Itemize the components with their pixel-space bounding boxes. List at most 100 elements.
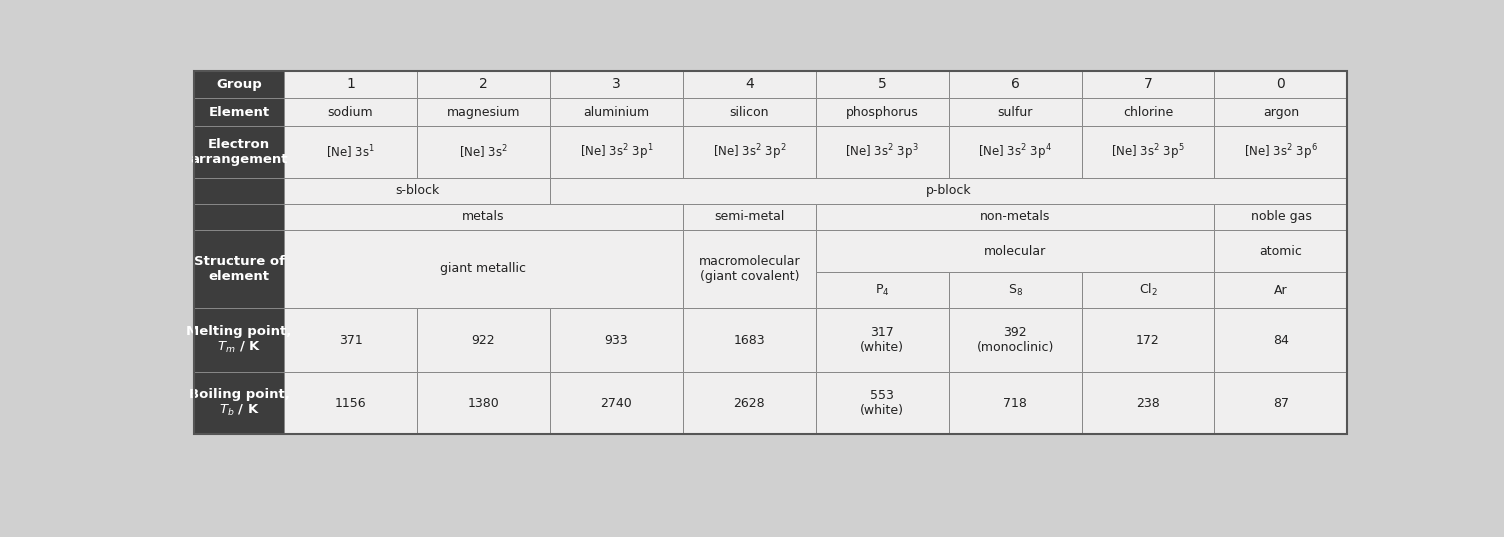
Text: 2: 2 [480, 77, 487, 91]
Bar [284, 204, 683, 230]
Bar [550, 178, 1348, 204]
Text: sulfur: sulfur [997, 106, 1033, 119]
Text: 84: 84 [1272, 333, 1289, 346]
Text: s-block: s-block [396, 184, 439, 197]
Bar [949, 98, 1081, 126]
Text: 933: 933 [605, 333, 629, 346]
Text: 0: 0 [1277, 77, 1286, 91]
Bar [550, 126, 683, 178]
Bar [1081, 308, 1215, 373]
Text: aluminium: aluminium [584, 106, 650, 119]
Text: 87: 87 [1272, 397, 1289, 410]
Bar [949, 70, 1081, 98]
Text: 1: 1 [346, 77, 355, 91]
Bar [194, 70, 284, 98]
Bar [815, 204, 1215, 230]
Text: [Ne] 3s$^2$ 3p$^6$: [Ne] 3s$^2$ 3p$^6$ [1244, 142, 1318, 162]
Bar [683, 70, 815, 98]
Text: 1380: 1380 [468, 397, 499, 410]
Text: 4: 4 [744, 77, 754, 91]
Text: p-block: p-block [926, 184, 972, 197]
Text: 2740: 2740 [600, 397, 632, 410]
Text: 5: 5 [878, 77, 886, 91]
Bar [1215, 308, 1348, 373]
Bar [284, 308, 417, 373]
Text: 553
(white): 553 (white) [860, 389, 904, 417]
Bar [1081, 70, 1215, 98]
Bar [1215, 70, 1348, 98]
Bar [284, 230, 683, 308]
Bar [194, 204, 284, 230]
Bar [284, 70, 417, 98]
Bar [417, 308, 550, 373]
Bar [815, 98, 949, 126]
Text: 392
(monoclinic): 392 (monoclinic) [976, 326, 1054, 354]
Text: Cl$_2$: Cl$_2$ [1139, 282, 1158, 298]
Bar [417, 373, 550, 434]
Bar [284, 373, 417, 434]
Text: argon: argon [1263, 106, 1299, 119]
Text: 371: 371 [338, 333, 362, 346]
Bar [1215, 126, 1348, 178]
Bar [815, 272, 949, 308]
Bar [1081, 272, 1215, 308]
Bar [683, 204, 815, 230]
Bar [1081, 373, 1215, 434]
Bar [194, 308, 284, 373]
Text: [Ne] 3s$^2$ 3p$^1$: [Ne] 3s$^2$ 3p$^1$ [579, 142, 653, 162]
Text: molecular: molecular [984, 245, 1047, 258]
Bar [815, 230, 1215, 272]
Text: 2628: 2628 [734, 397, 766, 410]
Text: magnesium: magnesium [447, 106, 520, 119]
Text: noble gas: noble gas [1250, 211, 1311, 223]
Text: 1156: 1156 [335, 397, 367, 410]
Bar [417, 70, 550, 98]
Bar [194, 98, 284, 126]
Bar [683, 98, 815, 126]
Bar [815, 126, 949, 178]
Bar [815, 70, 949, 98]
Bar [1215, 272, 1348, 308]
Bar [417, 126, 550, 178]
Text: 922: 922 [472, 333, 495, 346]
Bar [284, 98, 417, 126]
Bar [550, 98, 683, 126]
Text: P$_4$: P$_4$ [875, 282, 889, 297]
Text: sodium: sodium [328, 106, 373, 119]
Bar [683, 230, 815, 308]
Bar [194, 373, 284, 434]
Bar [1081, 98, 1215, 126]
Text: silicon: silicon [729, 106, 769, 119]
Bar [683, 373, 815, 434]
Text: phosphorus: phosphorus [845, 106, 919, 119]
Text: 1683: 1683 [734, 333, 766, 346]
Text: 6: 6 [1011, 77, 1020, 91]
Bar [194, 70, 1348, 434]
Text: 7: 7 [1143, 77, 1152, 91]
Bar [284, 126, 417, 178]
Text: Boiling point,
$T_b$ / K: Boiling point, $T_b$ / K [188, 388, 290, 418]
Bar [1215, 98, 1348, 126]
Text: Electron
arrangement: Electron arrangement [191, 138, 287, 166]
Bar [683, 308, 815, 373]
Bar [815, 308, 949, 373]
Text: macromolecular
(giant covalent): macromolecular (giant covalent) [698, 255, 800, 283]
Text: Melting point,
$T_m$ / K: Melting point, $T_m$ / K [186, 325, 292, 355]
Bar [815, 373, 949, 434]
Text: [Ne] 3s$^2$ 3p$^4$: [Ne] 3s$^2$ 3p$^4$ [978, 142, 1051, 162]
Bar [949, 126, 1081, 178]
Bar [550, 70, 683, 98]
Text: [Ne] 3s$^2$ 3p$^3$: [Ne] 3s$^2$ 3p$^3$ [845, 142, 919, 162]
Bar [1215, 230, 1348, 272]
Bar [194, 126, 284, 178]
Bar [949, 272, 1081, 308]
Bar [194, 230, 284, 308]
Bar [550, 373, 683, 434]
Bar [194, 178, 284, 204]
Bar [949, 308, 1081, 373]
Text: Structure of
element: Structure of element [194, 255, 284, 283]
Text: Group: Group [217, 78, 262, 91]
Text: [Ne] 3s$^2$: [Ne] 3s$^2$ [459, 143, 508, 161]
Text: giant metallic: giant metallic [441, 263, 526, 275]
Bar [949, 373, 1081, 434]
